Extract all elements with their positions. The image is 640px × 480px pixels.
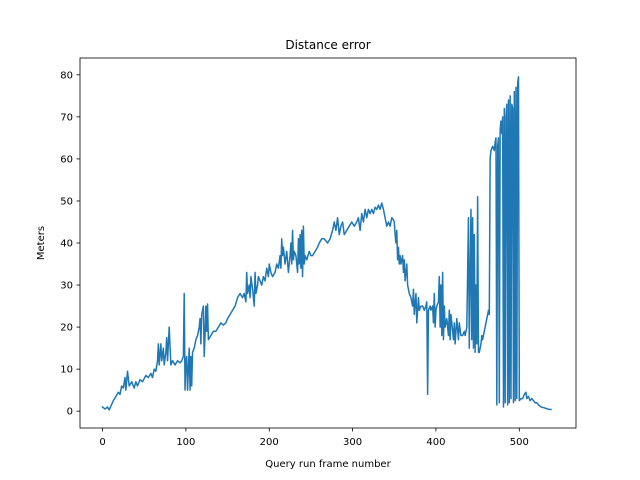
- x-axis-ticks: 0 100 200 300 400 500: [99, 428, 529, 448]
- y-tick-label: 0: [67, 407, 73, 418]
- x-axis-label: Query run frame number: [265, 459, 391, 470]
- x-tick-label: 300: [343, 437, 362, 448]
- y-tick-label: 60: [60, 154, 73, 165]
- y-tick-label: 80: [60, 70, 73, 81]
- y-axis-ticks: 0 10 20 30 40 50 60 70 80: [60, 70, 80, 418]
- y-tick-label: 70: [60, 112, 73, 123]
- x-tick-label: 100: [176, 437, 195, 448]
- x-tick-label: 0: [99, 437, 105, 448]
- x-tick-label: 400: [426, 437, 445, 448]
- y-tick-label: 40: [60, 239, 73, 250]
- y-tick-label: 50: [60, 196, 73, 207]
- y-tick-label: 10: [60, 365, 73, 376]
- plot-frame: [79, 57, 577, 429]
- y-tick-label: 30: [60, 281, 73, 292]
- series-line: [101, 76, 552, 411]
- x-tick-label: 200: [260, 437, 279, 448]
- chart-title: Distance error: [285, 38, 370, 52]
- y-axis-label: Meters: [36, 226, 47, 260]
- y-tick-label: 20: [60, 323, 73, 334]
- x-tick-label: 500: [510, 437, 529, 448]
